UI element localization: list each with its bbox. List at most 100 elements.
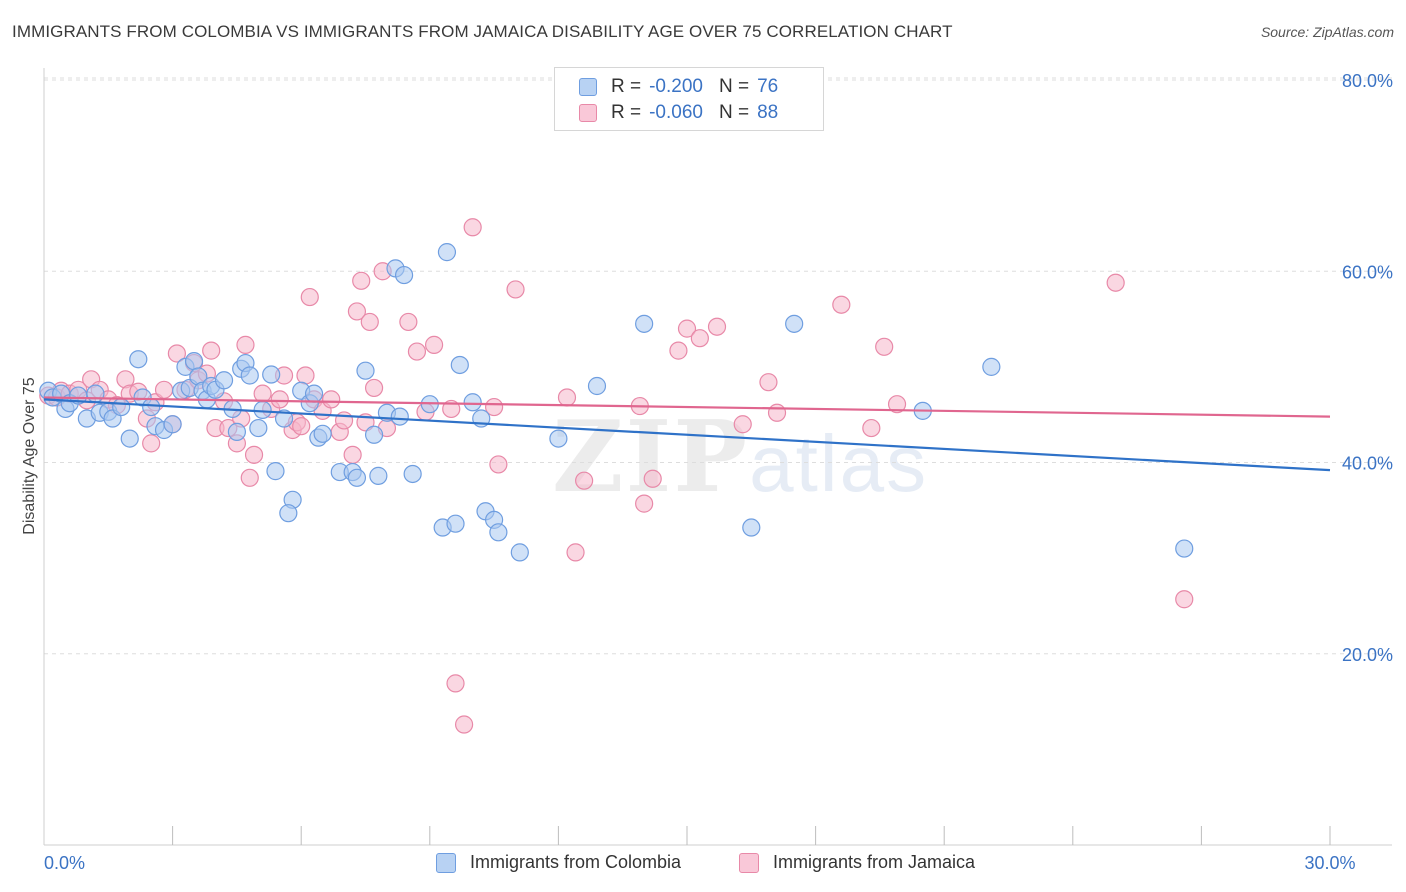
legend-n-value: 76 [757, 76, 779, 97]
jamaica-swatch [739, 852, 759, 873]
jamaica-point [463, 218, 482, 237]
jamaica-point [733, 415, 752, 434]
y-tick-label: 40.0% [1342, 454, 1393, 474]
jamaica-point [167, 344, 186, 363]
colombia-point [549, 429, 568, 448]
colombia-swatch [579, 78, 597, 96]
jamaica-point [236, 335, 255, 354]
legend-r-label: R = [611, 102, 642, 123]
jamaica-point [575, 471, 594, 490]
jamaica-swatch [579, 104, 597, 122]
jamaica-point [399, 312, 418, 332]
colombia-point [266, 462, 285, 481]
colombia-point [214, 371, 234, 390]
colombia-point [274, 409, 294, 428]
colombia-point [347, 468, 367, 487]
jamaica-point [322, 390, 341, 409]
legend-n-value: 88 [757, 102, 779, 123]
colombia-point [742, 518, 761, 537]
y-tick-label: 20.0% [1342, 645, 1393, 665]
axes [43, 68, 1392, 846]
colombia-point [142, 397, 161, 417]
jamaica-point [767, 403, 787, 422]
jamaica-point [202, 341, 221, 360]
legend-n-label: N = [718, 76, 750, 97]
jamaica-point [677, 319, 697, 338]
jamaica-points [39, 218, 1194, 734]
jamaica-point [759, 373, 778, 392]
colombia-point [262, 365, 281, 384]
colombia-point [446, 514, 465, 533]
colombia-point [510, 543, 529, 562]
colombia-point [489, 523, 508, 542]
legend-item-colombia: Immigrants from Colombia [436, 852, 681, 873]
legend-item-jamaica: Immigrants from Jamaica [739, 852, 975, 873]
colombia-point [785, 314, 804, 333]
colombia-point [369, 466, 388, 485]
tick-labels: 20.0% 40.0% 60.0% 80.0% 0.0% 30.0% Disability … [21, 71, 1393, 873]
legend-n-label: N = [718, 102, 750, 123]
colombia-point [313, 424, 332, 443]
colombia-point [390, 407, 409, 426]
colombia-point [240, 366, 259, 385]
jamaica-point [489, 455, 508, 474]
colombia-point [1175, 539, 1194, 558]
jamaica-point [1175, 590, 1194, 609]
jamaica-point [566, 543, 585, 562]
colombia-point [120, 429, 139, 448]
colombia-point [437, 243, 457, 262]
legend-r-label: R = [611, 76, 642, 97]
jamaica-point [240, 468, 259, 487]
jamaica-point [244, 445, 264, 464]
jamaica-point [300, 287, 319, 307]
jamaica-point [862, 418, 881, 438]
colombia-point [129, 350, 148, 369]
colombia-point [356, 361, 375, 380]
chart-title: IMMIGRANTS FROM COLOMBIA VS IMMIGRANTS F… [12, 22, 953, 41]
source-label: Source: ZipAtlas.com [1260, 24, 1394, 40]
jamaica-point [485, 397, 504, 417]
correlation-legend: R = -0.200 N = 76 R = -0.060 N = 88 [554, 67, 824, 131]
colombia-point [249, 418, 268, 438]
colombia-point [227, 422, 246, 441]
colombia-point [253, 400, 272, 420]
jamaica-point [635, 494, 654, 513]
x-tick-label: 30.0% [1304, 853, 1355, 873]
x-tick-label: 0.0% [44, 853, 85, 873]
legend-label-colombia: Immigrants from Colombia [470, 852, 682, 872]
jamaica-point [343, 445, 362, 464]
colombia-swatch [436, 852, 456, 873]
jamaica-point [360, 312, 379, 332]
jamaica-point [506, 280, 525, 299]
y-tick-label: 80.0% [1342, 71, 1393, 91]
colombia-point [982, 357, 1001, 376]
jamaica-point [887, 395, 907, 414]
jamaica-trend-line [43, 396, 1331, 418]
legend-r-value: -0.060 [649, 102, 703, 123]
jamaica-point [296, 366, 315, 385]
legend-row-colombia: R = -0.200 N = 76 [579, 75, 778, 99]
jamaica-point [557, 388, 577, 407]
colombia-points [39, 243, 1194, 562]
jamaica-point [454, 715, 474, 734]
colombia-point [587, 376, 607, 396]
colombia-point [403, 464, 422, 484]
legend-label-jamaica: Immigrants from Jamaica [773, 852, 976, 872]
jamaica-point [364, 378, 384, 398]
jamaica-point [292, 417, 311, 436]
colombia-point [112, 397, 131, 417]
colombia-point [450, 355, 469, 375]
jamaica-point [154, 380, 174, 399]
colombia-point [163, 415, 182, 434]
jamaica-point [832, 295, 851, 314]
legend-row-jamaica: R = -0.060 N = 88 [579, 101, 778, 125]
colombia-point [279, 504, 298, 523]
colombia-point [364, 425, 384, 444]
jamaica-point [270, 390, 289, 409]
colombia-trend-line [43, 398, 1331, 472]
series-legend: Immigrants from Colombia Immigrants from… [0, 852, 1406, 878]
colombia-point [86, 384, 105, 403]
jamaica-point [424, 335, 444, 354]
jamaica-point [875, 337, 894, 356]
